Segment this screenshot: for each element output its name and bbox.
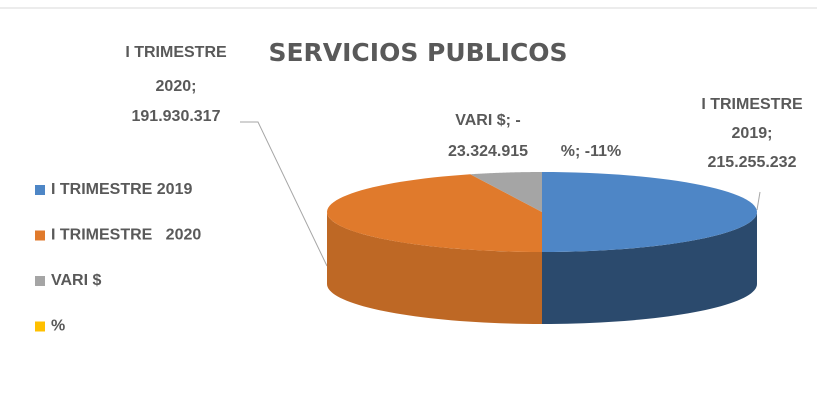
data-label: 2019;	[732, 125, 773, 142]
data-label: VARI $; -	[455, 112, 520, 129]
pie-sides	[327, 212, 757, 324]
chart-title: SERVICIOS PUBLICOS	[268, 38, 567, 67]
data-label: 215.255.232	[708, 154, 797, 171]
legend-swatch	[35, 230, 45, 241]
data-label: %; -11%	[561, 143, 621, 160]
legend-label: VARI $	[51, 272, 101, 289]
legend-label: %	[51, 318, 65, 335]
pie-slice	[327, 174, 542, 252]
legend-swatch	[35, 276, 45, 286]
legend-label: I TRIMESTRE 2019	[51, 181, 192, 198]
legend-swatch	[35, 185, 45, 195]
data-label: 191.930.317	[132, 108, 221, 125]
data-label: I TRIMESTRE	[125, 44, 227, 61]
leader-line	[240, 121, 328, 267]
slice-side	[542, 212, 757, 324]
legend-label: I TRIMESTRE 2020	[51, 227, 201, 244]
data-label: 23.324.915	[448, 143, 528, 160]
leader-line	[756, 191, 761, 211]
pie-slice	[470, 172, 542, 212]
legend-swatch	[35, 321, 45, 332]
slice-side	[327, 212, 542, 324]
data-label: I TRIMESTRE	[701, 96, 803, 113]
data-label: 2020;	[156, 78, 197, 95]
pie-tops	[327, 172, 757, 252]
pie-slice	[542, 172, 757, 252]
